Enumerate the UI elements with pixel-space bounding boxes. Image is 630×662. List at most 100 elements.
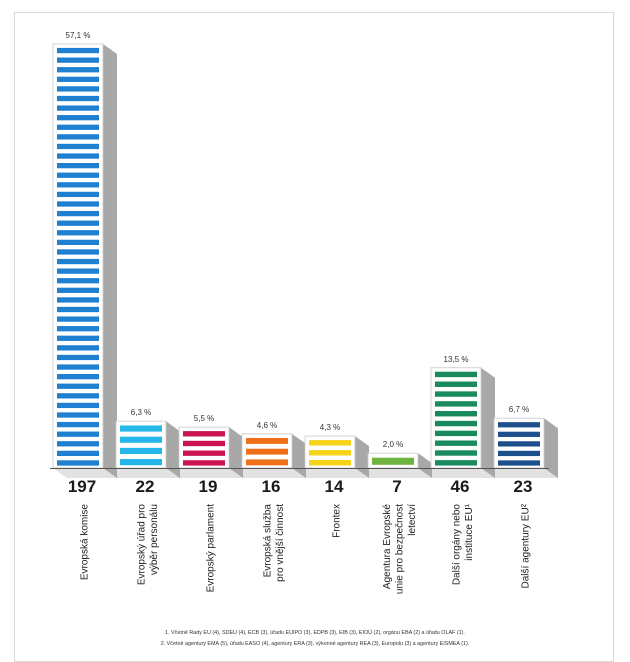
bar-stripe [57, 163, 99, 169]
category-label: Další agentury EU² [521, 503, 532, 588]
bar-stripe [57, 326, 99, 332]
category-label: Evropský úřad pro výběr personálu [136, 504, 160, 586]
bar-stripe [57, 143, 99, 150]
value-label: 57,1 % [66, 31, 91, 40]
bar-stripe [57, 450, 99, 457]
bar-stripe [498, 441, 540, 447]
bar-stripe [57, 335, 99, 341]
bar-stripe [57, 153, 99, 159]
bar-stripe [120, 436, 162, 443]
count-label: 16 [262, 477, 281, 496]
bar-stripe [57, 354, 99, 361]
bar-stripe [183, 440, 225, 447]
bar-stripe [57, 220, 99, 226]
count-label: 197 [68, 477, 96, 496]
count-label: 19 [199, 477, 218, 496]
bar-stripe [57, 201, 99, 207]
bar-stripe [57, 172, 99, 178]
bar-stripe [435, 450, 477, 456]
bar-stripe [498, 450, 540, 457]
bar-stripe [57, 364, 99, 370]
category-label-line: Evropský parlament [206, 504, 217, 593]
bar-stripe [57, 191, 99, 198]
bar-stripe [57, 230, 99, 236]
bar-stripe [57, 460, 99, 466]
value-label: 5,5 % [194, 414, 214, 423]
bar-stripe [57, 306, 99, 313]
bar-side [292, 433, 306, 478]
value-label: 6,3 % [131, 408, 151, 417]
bar-stripe [435, 411, 477, 417]
bar-stripe [246, 437, 288, 444]
category-label-line: Další agentury EU² [521, 503, 532, 588]
bar-stripe [57, 76, 99, 82]
bar-stripe [57, 124, 99, 130]
bar-stripe [57, 268, 99, 274]
bar-stripe [57, 210, 99, 217]
bar-stripe [57, 134, 99, 140]
bar-side [544, 418, 558, 478]
bar-stripe [309, 460, 351, 466]
category-label-line: Agentura Evropské [382, 504, 393, 589]
bar-stripe [57, 297, 99, 303]
category-label: Evropský parlament [206, 504, 217, 593]
category-label-line: pro vnější činnost [275, 504, 286, 582]
bar-stripe [57, 393, 99, 399]
bar-stripe [57, 431, 99, 437]
category-label-line: unie pro bezpečnost [395, 504, 406, 594]
bar-stripe [57, 374, 99, 380]
bar-stripe [309, 440, 351, 446]
bar-stripe [120, 425, 162, 432]
bar-stripe [435, 420, 477, 427]
bar-stripe [57, 115, 99, 121]
bar-stripe [435, 401, 477, 407]
footnote-1: 1. Včetně Rady EU (4), SDEU (4), ECB (3)… [165, 630, 465, 636]
bar-stripe [498, 460, 540, 466]
bar-stripe [57, 287, 99, 293]
bar-stripe [498, 431, 540, 437]
bar-stripe [120, 459, 162, 466]
category-label-line: letectví [407, 504, 418, 536]
bar-stripe [183, 450, 225, 456]
value-label: 6,7 % [509, 405, 529, 414]
bar-stripe [57, 105, 99, 111]
bar-stripe [57, 47, 99, 54]
category-label: Další orgány nebo instituce EU¹ [451, 503, 475, 585]
bar-stripe [309, 450, 351, 456]
bar-stripe [57, 86, 99, 92]
bar-stripe [57, 57, 99, 63]
bar-stripe [246, 459, 288, 466]
value-label: 4,3 % [320, 423, 340, 432]
bar-stripe [435, 460, 477, 466]
category-label-line: Evropská komise [80, 504, 91, 581]
value-label: 13,5 % [444, 355, 469, 364]
bar-stripe [57, 412, 99, 418]
count-label: 14 [325, 477, 344, 496]
bar-stripe [57, 402, 99, 409]
footnote-2: 2. Včetně agentury EMA (5), úřadu EASO (… [160, 641, 470, 647]
bar-stripe [435, 381, 477, 387]
category-label-line: Frontex [332, 504, 343, 538]
category-label-line: Evropský úřad pro [136, 504, 147, 586]
bar-stripe [57, 383, 99, 389]
bar-side [355, 436, 369, 478]
count-label: 46 [451, 477, 470, 496]
bar-side [103, 44, 117, 478]
category-label: Evropská služba pro vnější činnost [262, 504, 286, 582]
bar-side [229, 427, 243, 478]
count-label: 22 [136, 477, 155, 496]
category-label-line: instituce EU¹ [464, 503, 475, 560]
bar-stripe [57, 249, 99, 255]
bar-stripe [57, 258, 99, 265]
bar-stripe [57, 316, 99, 322]
value-label: 4,6 % [257, 421, 277, 430]
bar-stripe [183, 431, 225, 437]
category-label: Frontex [332, 504, 343, 538]
bar-stripe [57, 95, 99, 102]
bar-side [166, 421, 180, 478]
bar-stripe [57, 182, 99, 188]
bar-side [418, 453, 432, 478]
category-label-line: Další orgány nebo [451, 504, 462, 586]
count-label: 23 [514, 477, 533, 496]
